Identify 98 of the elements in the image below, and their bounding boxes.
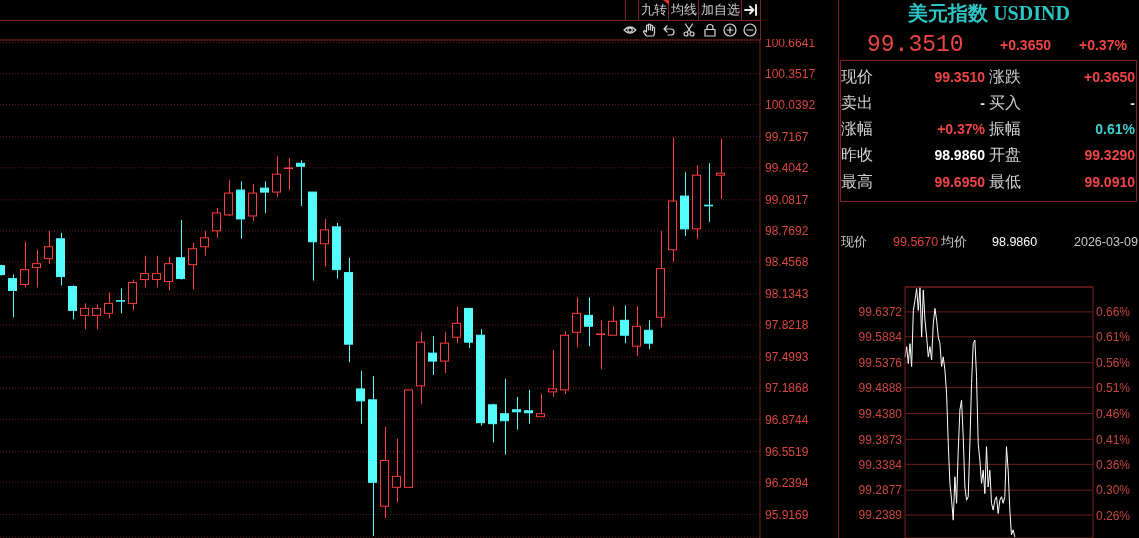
y2-tick-label: 0.61%	[1096, 329, 1131, 344]
candlestick	[80, 302, 89, 330]
text: 涨幅	[841, 120, 873, 138]
y-tick-label: 99.7167	[765, 130, 809, 145]
text: 振幅	[989, 120, 1021, 138]
candlestick	[380, 426, 389, 519]
candlestick	[320, 218, 329, 268]
candlestick	[344, 257, 353, 363]
text: 卖出	[841, 93, 873, 111]
candlestick	[512, 396, 521, 431]
text: +0.37%	[937, 121, 985, 138]
candlestick	[296, 159, 305, 207]
text: 99.3510	[867, 32, 964, 58]
text: 涨跌	[989, 67, 1021, 85]
text: -	[1130, 94, 1135, 111]
candlestick	[668, 136, 677, 263]
candlestick	[392, 438, 401, 503]
y2-tick-label: 0.46%	[1096, 406, 1131, 421]
candlestick	[632, 305, 641, 357]
y2-tick-label: 0.51%	[1096, 380, 1131, 395]
text: 0.61%	[1095, 121, 1135, 138]
text: 均价	[941, 235, 967, 249]
candlestick	[572, 296, 581, 348]
y-tick-label: 99.5376	[858, 355, 903, 370]
y2-tick-label: 0.66%	[1096, 305, 1131, 320]
candlestick	[140, 255, 149, 289]
text: 99.3290	[1084, 147, 1135, 164]
candlestick	[176, 219, 185, 280]
y-tick-label: 99.4042	[765, 161, 809, 176]
candlestick	[584, 296, 593, 347]
candlestick	[356, 370, 365, 425]
y-tick-label: 96.2394	[765, 475, 809, 490]
candlestick	[20, 241, 29, 289]
text: 最高	[841, 172, 873, 190]
text: 昨收	[841, 146, 873, 164]
candlestick	[115, 288, 126, 314]
y-tick-label: 99.0817	[765, 193, 809, 208]
text: 开盘	[989, 146, 1021, 164]
y2-tick-label: 0.30%	[1096, 483, 1131, 498]
text: +0.37%	[1079, 37, 1127, 53]
candlestick	[283, 157, 294, 191]
y-tick-label: 99.2877	[858, 483, 903, 498]
candlestick	[428, 335, 437, 376]
candlestick	[524, 389, 533, 425]
text: 2026-03-09	[1074, 235, 1138, 249]
text: 99.0910	[1084, 173, 1135, 190]
candlestick	[44, 230, 53, 265]
y-tick-label: 100.0392	[765, 97, 816, 112]
text: -	[980, 94, 985, 111]
y2-tick-label: 0.36%	[1096, 457, 1131, 472]
text: 买入	[989, 93, 1021, 111]
candlestick	[716, 137, 725, 200]
candlestick	[368, 375, 377, 537]
text: +0.3650	[1084, 68, 1135, 85]
y-tick-label: 97.1868	[765, 381, 809, 396]
y-tick-label: 97.4993	[765, 350, 809, 365]
candlestick	[416, 331, 425, 405]
y-tick-label: 96.8744	[765, 412, 809, 427]
candlestick	[656, 230, 665, 328]
y-tick-label: 100.3517	[765, 66, 816, 81]
candlestick	[476, 328, 485, 427]
y-tick-label: 99.3384	[858, 457, 903, 472]
candlestick	[440, 331, 449, 374]
text: +0.3650	[1000, 37, 1051, 53]
text: 99.3510	[934, 68, 985, 85]
y-tick-label: 99.6372	[858, 305, 903, 320]
y2-tick-label: 0.56%	[1096, 356, 1131, 371]
y-tick-label: 98.1343	[765, 287, 809, 302]
text: 98.9860	[934, 147, 985, 164]
candlestick	[92, 303, 101, 330]
y-tick-label: 99.2389	[858, 508, 903, 523]
text: 98.9860	[992, 235, 1038, 249]
candlestick	[152, 255, 161, 289]
y-tick-label: 95.9169	[765, 507, 809, 522]
y-tick-label: 98.7692	[765, 224, 809, 239]
y-tick-label: 99.4380	[858, 406, 903, 421]
text: 99.6950	[934, 173, 985, 190]
y-tick-label: 96.5519	[765, 444, 809, 459]
text: 美元指数 USDIND	[908, 2, 1070, 24]
candlestick	[595, 319, 606, 370]
text: 最低	[989, 172, 1021, 190]
y-tick-label: 100.6641	[765, 35, 816, 50]
y-tick-label: 98.4568	[765, 255, 809, 270]
text: 九转	[640, 2, 667, 17]
candlestick	[500, 378, 509, 455]
y-tick-label: 99.3873	[858, 432, 903, 447]
text: 均线	[670, 2, 697, 17]
y-tick-label: 99.4888	[858, 380, 903, 395]
text: 99.5670	[893, 235, 939, 249]
y2-tick-label: 0.41%	[1096, 432, 1131, 447]
candlestick	[692, 164, 701, 240]
y2-tick-label: 0.26%	[1096, 508, 1131, 523]
y-tick-label: 97.8218	[765, 318, 809, 333]
text: 现价	[841, 235, 867, 249]
candlestick	[32, 249, 41, 289]
text: 加自选	[700, 2, 740, 17]
text: 现价	[841, 67, 873, 85]
y-tick-label: 99.5884	[858, 330, 903, 345]
